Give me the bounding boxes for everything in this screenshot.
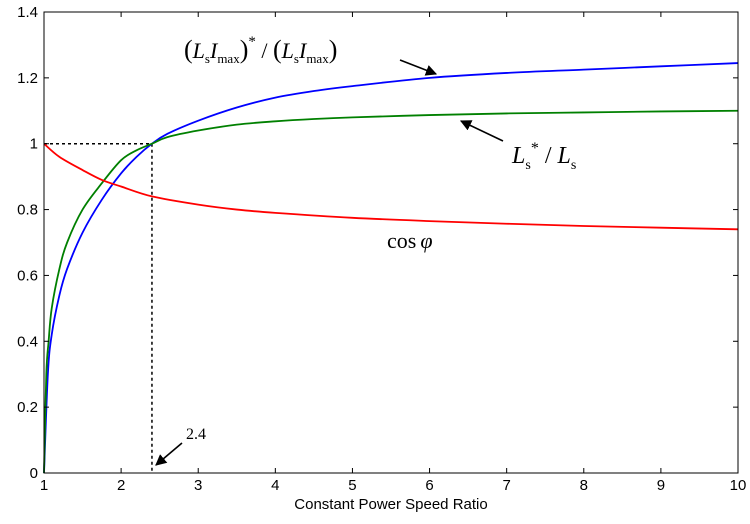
label-slash: / (256, 38, 273, 63)
reference-arrow (155, 442, 183, 466)
tick-labels: 1 2 3 4 5 6 7 8 9 10 0 0.2 0.4 0.6 0.8 1 1.2 1.4 (17, 4, 746, 494)
label-paren-open-2: ( (273, 35, 282, 64)
green-label-L-2: L (556, 143, 570, 169)
red-series-line (43, 143, 739, 231)
y-tick-label: 0 (30, 465, 38, 482)
blue-label-arrow (399, 59, 438, 76)
blue-series-line (43, 62, 739, 474)
x-tick-label: 6 (425, 477, 433, 494)
green-label-arrow (459, 120, 504, 142)
label-L-2: L (281, 38, 294, 63)
green-label-sub-s: s (525, 158, 530, 173)
x-tick-label: 2 (117, 477, 125, 494)
y-tick-label: 1 (30, 136, 38, 153)
reference-label: 2.4 (186, 426, 206, 443)
x-tick-label: 7 (502, 477, 510, 494)
label-sub-s: s (205, 51, 210, 66)
x-tick-label: 3 (194, 477, 202, 494)
y-tick-label: 0.4 (17, 333, 38, 350)
label-sub-s-2: s (294, 51, 299, 66)
x-tick-label: 8 (580, 477, 588, 494)
green-label-sub-s-2: s (571, 158, 576, 173)
y-tick-label: 1.4 (17, 4, 38, 21)
x-tick-label: 9 (657, 477, 665, 494)
label-I: I (209, 38, 219, 63)
plot-area (44, 12, 738, 473)
green-series-label: Ls* / Ls (511, 140, 576, 173)
label-sub-max: max (217, 51, 240, 66)
label-paren-close: ) (240, 35, 249, 64)
label-paren-open: ( (184, 35, 193, 64)
label-paren-close-2: ) (329, 35, 338, 64)
x-tick-label: 1 (40, 477, 48, 494)
green-label-star: * (531, 140, 539, 157)
x-tick-label: 10 (730, 477, 747, 494)
red-series-label: cos φ (387, 228, 433, 253)
green-label-L: L (511, 143, 525, 169)
green-series-line (43, 109, 739, 474)
red-label-cos: cos (387, 228, 416, 253)
label-star: * (248, 34, 256, 50)
green-label-slash: / (539, 143, 558, 169)
blue-series-label: (LsImax)* / (LsImax) (184, 34, 337, 66)
chart-marks (43, 59, 739, 474)
plot-background (44, 12, 738, 473)
label-L: L (192, 38, 205, 63)
y-tick-label: 0.6 (17, 267, 38, 284)
x-axis-label: Constant Power Speed Ratio (294, 496, 487, 513)
y-tick-label: 0.2 (17, 399, 38, 416)
x-tick-label: 4 (271, 477, 279, 494)
y-tick-label: 0.8 (17, 202, 38, 219)
red-label-phi: φ (420, 228, 432, 253)
label-sub-max-2: max (306, 51, 329, 66)
axes-frame (43, 11, 739, 474)
y-tick-label: 1.2 (17, 70, 38, 87)
label-I-2: I (298, 38, 308, 63)
x-tick-label: 5 (348, 477, 356, 494)
